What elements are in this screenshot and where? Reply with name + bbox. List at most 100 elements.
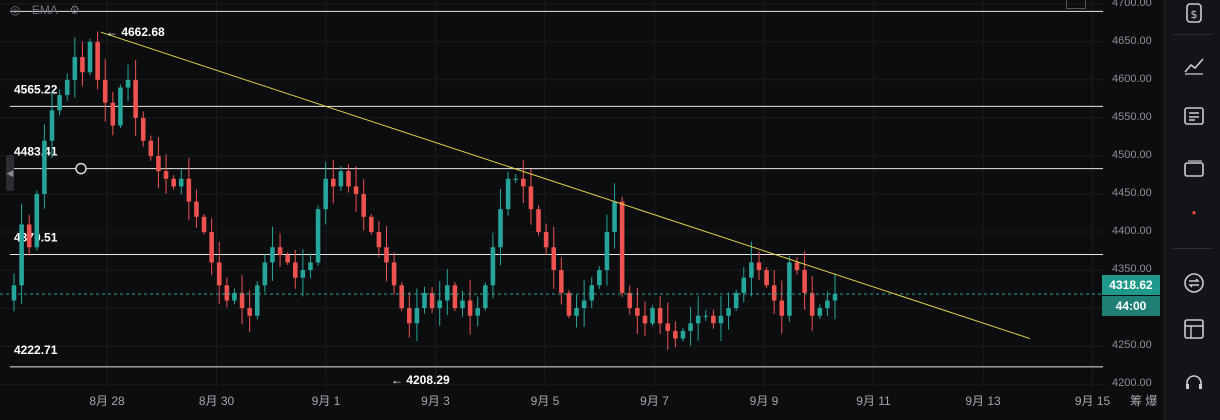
level-label: 4222.71	[14, 343, 58, 357]
candle	[749, 262, 754, 278]
candle	[756, 262, 762, 271]
candle	[741, 277, 747, 293]
candle	[232, 292, 237, 301]
candle	[369, 216, 374, 233]
low-price-label: ← 4208.29	[391, 373, 450, 387]
level-anchor-handle	[75, 162, 87, 175]
candle	[262, 262, 268, 286]
last-price-badge: 4318.62	[1102, 275, 1160, 295]
candle	[528, 186, 534, 210]
candle	[665, 323, 671, 331]
layout-icon[interactable]	[1183, 318, 1205, 340]
candle	[361, 194, 366, 217]
candle	[703, 315, 709, 317]
candle	[505, 178, 511, 210]
price-tick-label: 4700.00	[1112, 0, 1152, 9]
price-tick-label: 4500.00	[1112, 148, 1152, 161]
exchange-icon[interactable]	[1183, 272, 1205, 294]
price-tick-label: 4550.00	[1112, 110, 1152, 123]
candle	[711, 315, 716, 324]
dot-icon[interactable]: ●	[1191, 208, 1197, 217]
time-tick-label: 9月 5	[530, 394, 560, 408]
candle	[718, 315, 724, 324]
candle	[224, 285, 230, 301]
candle	[581, 300, 587, 309]
candle	[34, 194, 40, 248]
axis-corner-label[interactable]: 筹 爆	[1130, 394, 1158, 408]
candle	[832, 293, 838, 301]
settings-icon[interactable]: ⚙	[69, 3, 80, 17]
candle	[688, 323, 693, 331]
candle	[559, 270, 564, 293]
candle	[657, 308, 663, 324]
price-tick-label: 4600.00	[1112, 72, 1152, 85]
dollar-icon[interactable]: $	[1183, 2, 1205, 24]
time-tick-label: 9月 13	[965, 394, 1001, 408]
candle	[194, 201, 199, 217]
line-chart-icon[interactable]	[1183, 54, 1205, 76]
candle	[407, 308, 412, 324]
candle	[414, 308, 420, 324]
candle	[133, 79, 138, 118]
tag-icon[interactable]	[1183, 158, 1205, 180]
candle	[695, 315, 701, 324]
candle	[490, 247, 496, 286]
indicator-ema[interactable]: EMA	[31, 3, 58, 17]
price-axis[interactable]: 4700.00 4650.00 4600.00 4550.00 4500.00 4450.…	[1106, 0, 1164, 420]
candle	[201, 216, 207, 233]
candle	[156, 155, 161, 172]
candle	[543, 232, 549, 248]
candle	[110, 102, 116, 126]
candle	[475, 308, 480, 316]
candle	[247, 308, 252, 316]
candle	[300, 270, 306, 278]
candle	[460, 300, 465, 309]
price-tick-label: 4400.00	[1112, 225, 1152, 238]
candle	[437, 300, 442, 309]
time-tick-label: 8月 28	[89, 394, 125, 408]
candle	[817, 308, 823, 316]
candle	[771, 285, 777, 301]
candle	[346, 171, 351, 187]
left-panel-handle-icon[interactable]: ◀	[6, 155, 14, 191]
candle	[597, 270, 602, 286]
candle	[87, 41, 93, 73]
candle	[566, 292, 572, 316]
candle	[467, 300, 473, 316]
candle	[11, 285, 17, 301]
candle	[384, 247, 389, 263]
candle	[521, 178, 526, 187]
candle	[26, 224, 32, 248]
toolbar-divider	[1173, 248, 1213, 249]
candle	[619, 201, 625, 293]
headset-icon[interactable]	[1183, 372, 1205, 394]
time-axis[interactable]: 筹 爆 8月 28 8月 30 9月 1 9月 3 9月 5 9月 7 9月 9 9月 11 9…	[0, 388, 1164, 420]
candle	[353, 186, 359, 194]
price-tick-label: 4450.00	[1112, 187, 1152, 199]
indicator-legend[interactable]: ◎ EMA ⚙	[10, 3, 88, 17]
candle	[536, 209, 541, 233]
candle	[292, 262, 298, 278]
candle	[483, 285, 488, 309]
candle	[285, 254, 290, 263]
maximize-icon[interactable]	[1066, 0, 1086, 9]
time-tick-label: 9月 1	[311, 394, 341, 408]
time-tick-label: 9月 9	[749, 394, 779, 408]
visibility-icon[interactable]: ◎	[10, 3, 21, 17]
candle	[277, 247, 283, 255]
candle	[635, 308, 640, 316]
candle	[376, 232, 382, 248]
candle	[452, 285, 458, 309]
candle	[422, 292, 427, 309]
candle	[498, 209, 503, 248]
candle	[80, 57, 85, 73]
news-icon[interactable]	[1183, 105, 1205, 127]
candle	[308, 262, 313, 271]
candle	[825, 300, 830, 309]
candle	[163, 171, 169, 179]
candle	[726, 308, 731, 316]
candle	[627, 292, 633, 309]
time-tick-label: 9月 15	[1074, 394, 1111, 408]
